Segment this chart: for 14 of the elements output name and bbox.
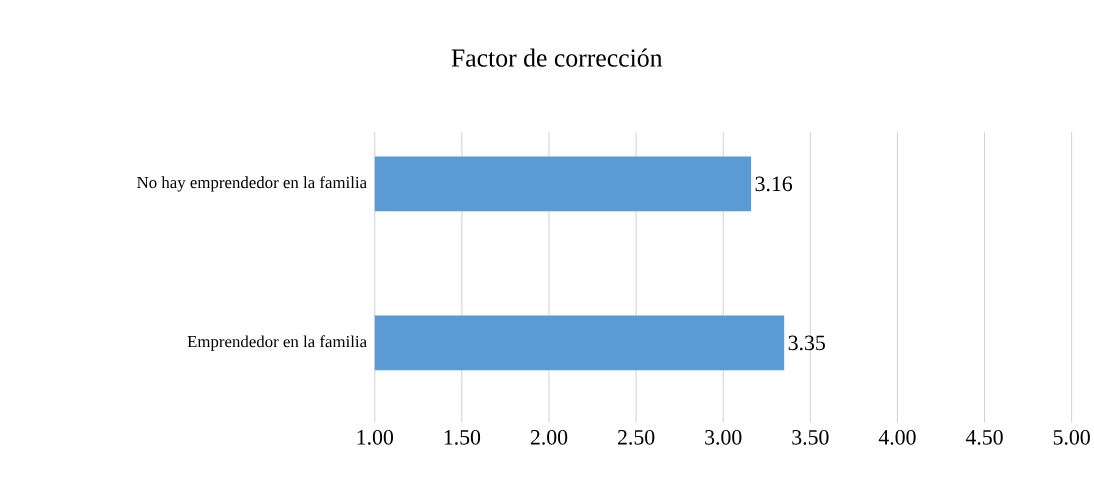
x-tick-label: 4.00 <box>878 429 916 445</box>
x-tick-label: 3.50 <box>792 429 829 445</box>
data-label: 3.35 <box>788 335 825 351</box>
chart-title: Factor de corrección <box>451 48 663 67</box>
x-tick-label: 1.50 <box>444 429 481 445</box>
x-tick-label: 1.00 <box>357 429 394 445</box>
x-tick-label: 3.00 <box>705 429 742 445</box>
x-tick-label: 4.50 <box>965 429 1003 445</box>
x-tick-label: 2.00 <box>530 429 568 445</box>
x-tick-label: 5.00 <box>1053 429 1090 445</box>
data-label: 3.16 <box>755 176 793 192</box>
x-tick-label: 2.50 <box>618 429 655 445</box>
y-tick-label: No hay emprendedor en la familia <box>137 176 367 192</box>
y-tick-label: Emprendedor en la familia <box>187 335 367 351</box>
